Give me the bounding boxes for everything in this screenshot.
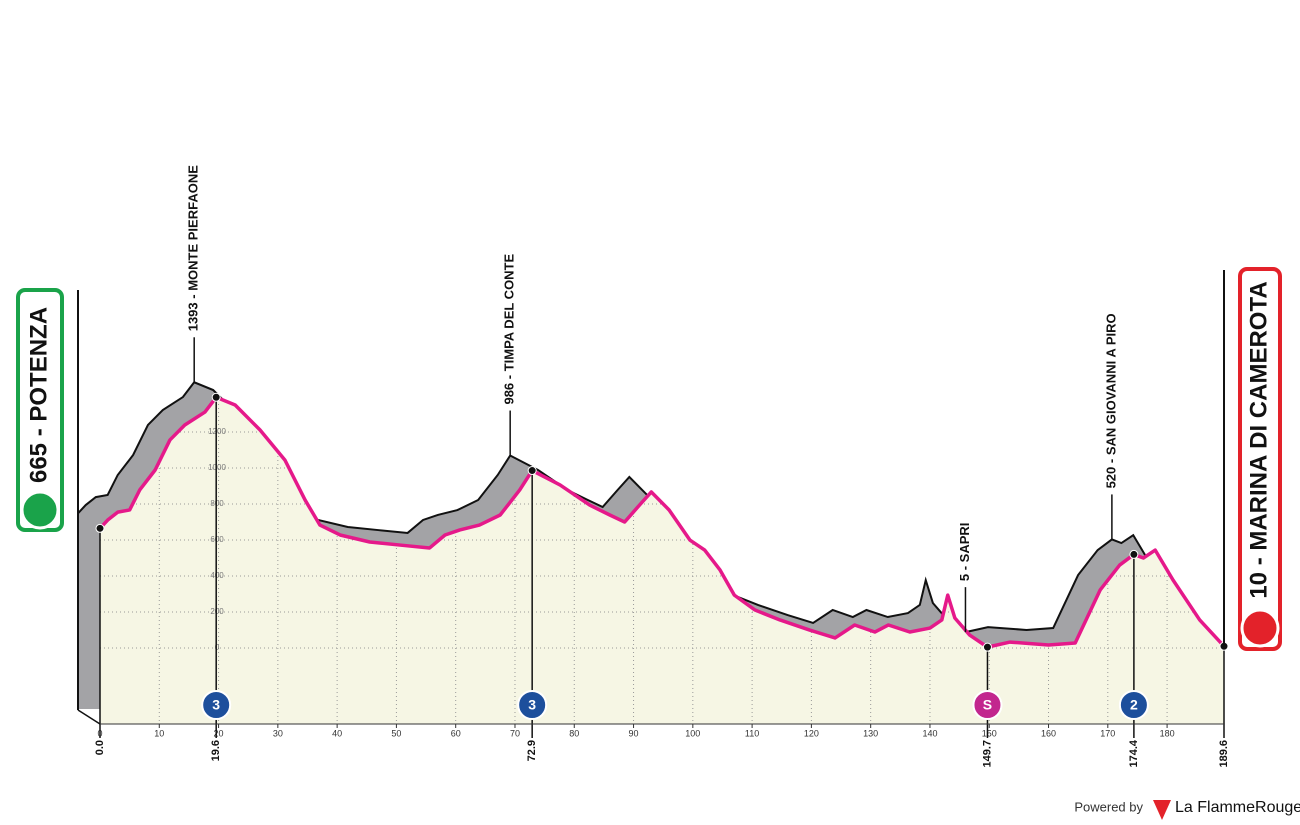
km-marker-dot: [1129, 549, 1139, 559]
x-tick-label: 80: [569, 728, 579, 738]
finish-box: [1238, 267, 1282, 651]
x-tick-label: 120: [804, 728, 819, 738]
y-tick-label: 400: [210, 571, 224, 580]
km-marker-dot: [527, 466, 537, 476]
x-tick-label: 130: [863, 728, 878, 738]
x-tick-label: 100: [685, 728, 700, 738]
km-marker-label: 149.7: [981, 740, 993, 768]
area-layer: [100, 397, 1224, 724]
x-tick-label: 60: [451, 728, 461, 738]
brand: La FlammeRouge: [1175, 799, 1300, 816]
km-marker-label: 189.6: [1218, 740, 1230, 768]
km-marker-dot: [982, 642, 992, 652]
y-tick-label: 800: [210, 499, 224, 508]
x-tick-label: 70: [510, 728, 520, 738]
start-label: 665 - POTENZA: [25, 307, 52, 483]
x-tick-label: 50: [391, 728, 401, 738]
km-marker-dot: [95, 523, 105, 533]
profile-line: [98, 395, 1226, 649]
km-marker-label: 174.4: [1128, 739, 1140, 767]
climb-badge: [972, 690, 1003, 720]
x-tick-label: 90: [629, 728, 639, 738]
y-tick-label: 200: [210, 607, 224, 616]
corner-edge: [77, 709, 101, 725]
x-tick-label: 150: [982, 728, 997, 738]
climb-label: 1393 - MONTE PIERFAONE: [186, 165, 201, 331]
climb-label: 520 - SAN GIOVANNI A PIRO: [1103, 313, 1118, 488]
km-marker-label: 0.0: [94, 740, 106, 755]
shadow-edge: [77, 381, 1203, 634]
climb-badge-label: 2: [1130, 697, 1138, 713]
start-icon: [20, 490, 60, 530]
climb-badge: [1118, 690, 1149, 720]
finish-icon: [1240, 608, 1280, 648]
x-tick-label: 110: [745, 728, 759, 738]
climb-label: 5 - SAPRI: [957, 523, 972, 582]
y-tick-label: 600: [210, 535, 224, 544]
y-tick-label: 0: [215, 643, 220, 652]
climb-badge-label: 3: [528, 697, 536, 713]
finish-label: 10 - MARINA DI CAMEROTA: [1245, 281, 1272, 598]
x-tick-label: 140: [922, 728, 937, 738]
x-tick-label: 20: [214, 728, 224, 738]
top-layer: 0200400600800100012000102030405060708090…: [94, 165, 1230, 768]
x-tick-label: 170: [1100, 728, 1115, 738]
climb-badge: [517, 690, 548, 720]
km-marker-label: 19.6: [210, 740, 222, 761]
km-marker-dot: [211, 392, 221, 402]
climb-badge: [201, 690, 232, 720]
climb-badge-label: 3: [212, 697, 220, 713]
climb-label: 986 - TIMPA DEL CONTE: [502, 253, 517, 404]
x-tick-label: 160: [1041, 728, 1056, 738]
y-tick-label: 1200: [208, 427, 226, 436]
x-tick-label: 40: [332, 728, 342, 738]
x-tick-label: 30: [273, 728, 283, 738]
y-tick-label: 1000: [208, 463, 226, 472]
climb-badge-label: S: [983, 697, 992, 713]
x-tick-label: 180: [1160, 728, 1175, 738]
profile-area: [100, 397, 1224, 724]
x-tick-label: 10: [154, 728, 164, 738]
powered-by: Powered by: [1074, 799, 1143, 814]
km-marker-label: 72.9: [526, 740, 538, 761]
start-box: [16, 288, 64, 532]
brand-logo: [1153, 800, 1171, 820]
